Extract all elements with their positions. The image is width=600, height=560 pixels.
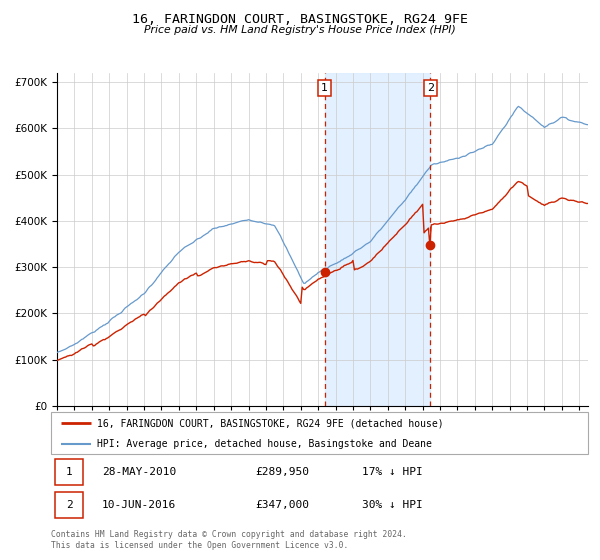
Text: 1: 1 bbox=[321, 83, 328, 93]
Text: Contains HM Land Registry data © Crown copyright and database right 2024.: Contains HM Land Registry data © Crown c… bbox=[51, 530, 407, 539]
Text: 30% ↓ HPI: 30% ↓ HPI bbox=[362, 500, 423, 510]
Text: 2: 2 bbox=[66, 500, 73, 510]
Text: 2: 2 bbox=[427, 83, 434, 93]
Text: 28-MAY-2010: 28-MAY-2010 bbox=[102, 467, 176, 477]
Text: 17% ↓ HPI: 17% ↓ HPI bbox=[362, 467, 423, 477]
Text: £347,000: £347,000 bbox=[255, 500, 309, 510]
Text: Price paid vs. HM Land Registry's House Price Index (HPI): Price paid vs. HM Land Registry's House … bbox=[144, 25, 456, 35]
Text: £289,950: £289,950 bbox=[255, 467, 309, 477]
Text: 16, FARINGDON COURT, BASINGSTOKE, RG24 9FE: 16, FARINGDON COURT, BASINGSTOKE, RG24 9… bbox=[132, 13, 468, 26]
Bar bbox=[325, 73, 430, 406]
Text: This data is licensed under the Open Government Licence v3.0.: This data is licensed under the Open Gov… bbox=[51, 541, 349, 550]
Text: 16, FARINGDON COURT, BASINGSTOKE, RG24 9FE (detached house): 16, FARINGDON COURT, BASINGSTOKE, RG24 9… bbox=[97, 418, 443, 428]
FancyBboxPatch shape bbox=[55, 492, 83, 519]
Text: HPI: Average price, detached house, Basingstoke and Deane: HPI: Average price, detached house, Basi… bbox=[97, 440, 431, 449]
FancyBboxPatch shape bbox=[51, 412, 588, 454]
Text: 1: 1 bbox=[66, 467, 73, 477]
Text: 10-JUN-2016: 10-JUN-2016 bbox=[102, 500, 176, 510]
FancyBboxPatch shape bbox=[55, 459, 83, 486]
